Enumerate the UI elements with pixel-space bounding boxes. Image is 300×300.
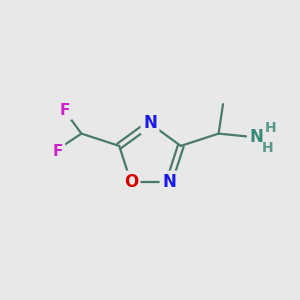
Text: F: F <box>52 144 63 159</box>
Text: N: N <box>162 173 176 191</box>
Text: H: H <box>264 121 276 135</box>
Text: N: N <box>143 115 157 133</box>
Text: F: F <box>60 103 70 118</box>
Text: O: O <box>124 173 138 191</box>
Text: N: N <box>249 128 263 146</box>
Text: H: H <box>261 141 273 155</box>
